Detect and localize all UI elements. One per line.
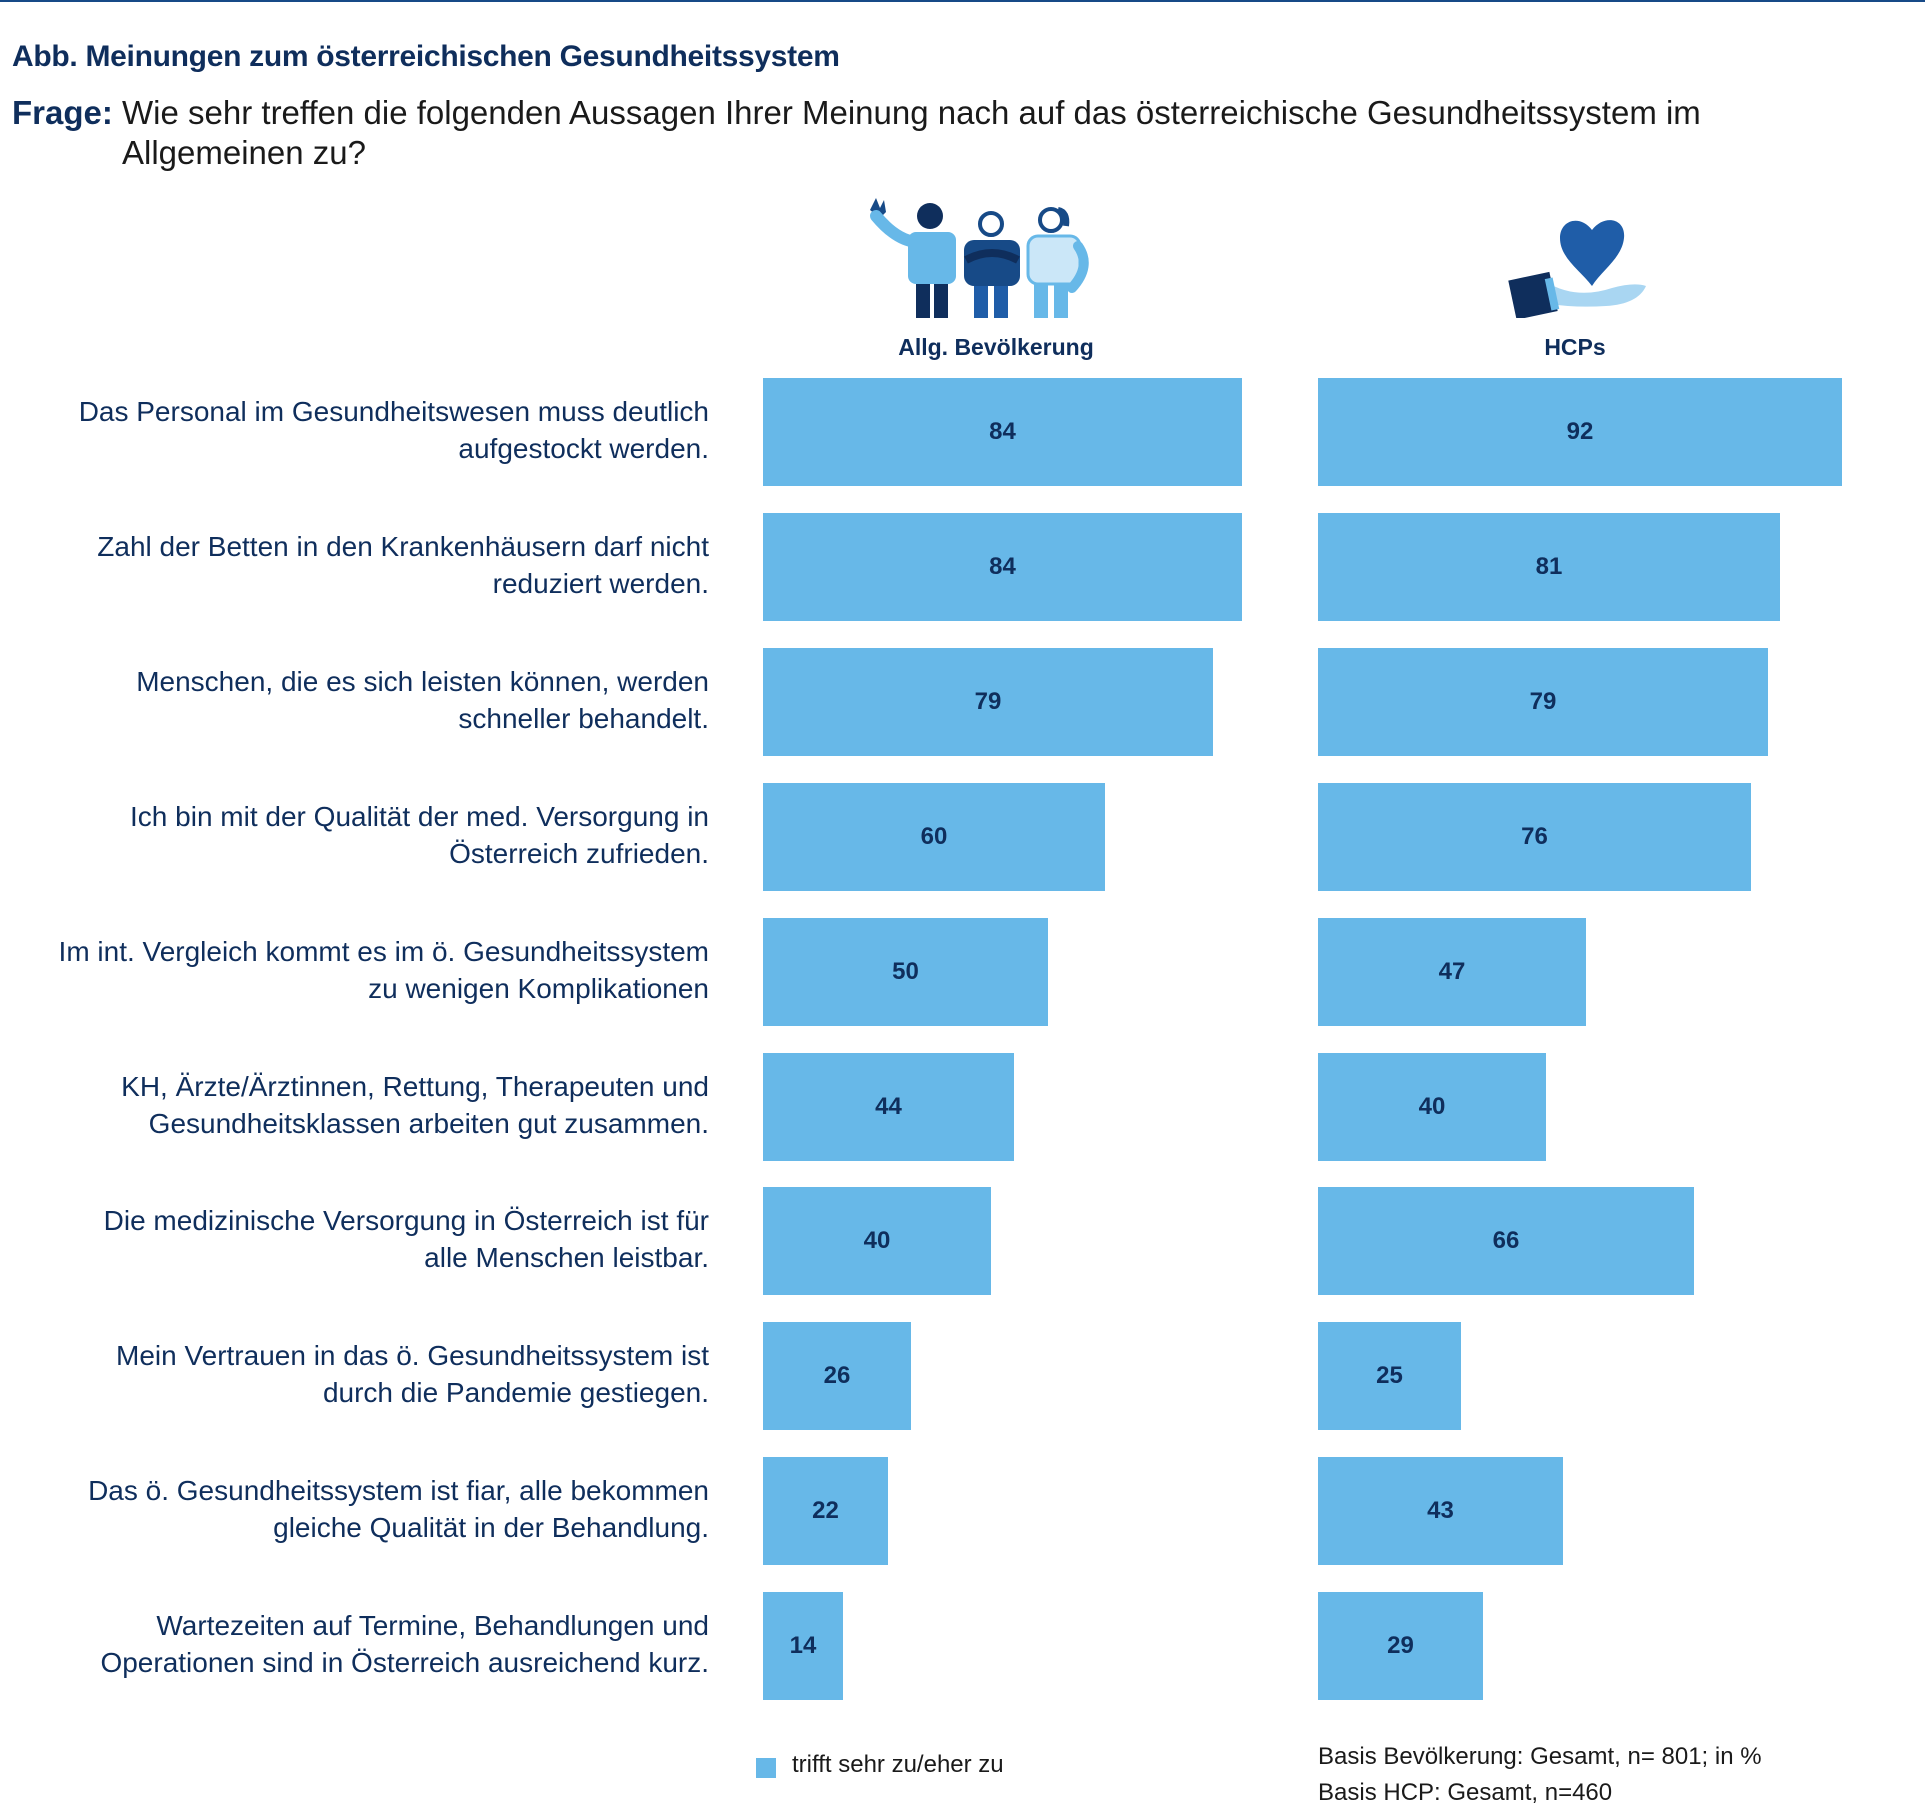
question-line-1: Wie sehr treffen die folgenden Aussagen … xyxy=(122,94,1701,131)
basis-bevoelkerung: Basis Bevölkerung: Gesamt, n= 801; in % xyxy=(1318,1743,1762,1770)
bar-value-label: 84 xyxy=(989,553,1016,580)
bar-allg-bev-lkerung xyxy=(763,1592,843,1700)
bar-value-label: 84 xyxy=(989,418,1016,445)
bar-value-label: 60 xyxy=(920,823,948,850)
bar-value-label: 79 xyxy=(974,688,1002,715)
row-label: Zahl der Betten in den Krankenhäusern da… xyxy=(97,531,709,599)
bar-value-label: 92 xyxy=(1566,418,1594,445)
question-label: Frage: xyxy=(12,94,113,131)
bar-value-label: 81 xyxy=(1535,553,1563,580)
legend-swatch xyxy=(756,1758,776,1778)
row-label: Das ö. Gesundheitssystem ist fiar, alle … xyxy=(88,1475,709,1543)
bar-hcps xyxy=(1318,1187,1694,1295)
row-label: Wartezeiten auf Termine, Behandlungen un… xyxy=(100,1610,709,1678)
bar-value-label: 14 xyxy=(789,1632,817,1659)
row-label: Menschen, die es sich leisten können, we… xyxy=(136,666,709,734)
top-rule xyxy=(0,0,1925,2)
bar-value-label: 25 xyxy=(1376,1362,1403,1389)
row-label: Die medizinische Versorgung in Österreic… xyxy=(103,1205,709,1273)
chart-title: Abb. Meinungen zum österreichischen Gesu… xyxy=(12,40,840,73)
bar-hcps xyxy=(1318,513,1780,621)
bar-value-label: 66 xyxy=(1492,1227,1520,1254)
bar-allg-bev-lkerung xyxy=(763,783,1105,891)
bar-allg-bev-lkerung xyxy=(763,1187,991,1295)
row-label: Im int. Vergleich kommt es im ö. Gesundh… xyxy=(58,936,709,1004)
bar-hcps xyxy=(1318,783,1751,891)
hand-heart-icon xyxy=(1508,220,1646,318)
bar-hcps xyxy=(1318,1457,1563,1565)
legend-label: trifft sehr zu/eher zu xyxy=(792,1751,1004,1778)
bar-allg-bev-lkerung xyxy=(763,1457,888,1565)
bar-value-label: 50 xyxy=(892,958,919,985)
bar-value-label: 26 xyxy=(823,1362,851,1389)
bar-allg-bev-lkerung xyxy=(763,648,1213,756)
column-header-bevoelkerung: Allg. Bevölkerung xyxy=(898,334,1094,360)
people-group-icon xyxy=(870,198,1089,318)
bar-hcps xyxy=(1318,1592,1483,1700)
basis-hcp: Basis HCP: Gesamt, n=460 xyxy=(1318,1779,1613,1806)
bar-allg-bev-lkerung xyxy=(763,918,1048,1026)
bar-value-label: 47 xyxy=(1438,958,1466,985)
row-label: Mein Vertrauen in das ö. Gesundheitssyst… xyxy=(116,1340,709,1408)
bar-allg-bev-lkerung xyxy=(763,378,1242,486)
row-label: Das Personal im Gesundheitswesen muss de… xyxy=(78,396,709,464)
bar-hcps xyxy=(1318,378,1842,486)
bar-hcps xyxy=(1318,1053,1546,1161)
bar-value-label: 40 xyxy=(1418,1093,1446,1120)
bar-allg-bev-lkerung xyxy=(763,513,1242,621)
bar-value-label: 76 xyxy=(1521,823,1548,850)
bar-hcps xyxy=(1318,648,1768,756)
bar-hcps xyxy=(1318,1322,1461,1430)
bar-value-label: 22 xyxy=(812,1497,839,1524)
bar-value-label: 44 xyxy=(875,1093,902,1120)
question-line-2: Allgemeinen zu? xyxy=(122,134,366,171)
row-label: Ich bin mit der Qualität der med. Versor… xyxy=(130,801,709,869)
row-label: KH, Ärzte/Ärztinnen, Rettung, Therapeute… xyxy=(121,1071,709,1139)
bar-hcps xyxy=(1318,918,1586,1026)
column-header-hcps: HCPs xyxy=(1544,334,1606,360)
question-text: Frage: Wie sehr treffen die folgenden Au… xyxy=(12,93,1701,171)
bar-value-label: 40 xyxy=(863,1227,891,1254)
bar-allg-bev-lkerung xyxy=(763,1053,1014,1161)
bar-allg-bev-lkerung xyxy=(763,1322,911,1430)
bar-value-label: 79 xyxy=(1529,688,1557,715)
bar-value-label: 29 xyxy=(1387,1632,1414,1659)
bar-value-label: 43 xyxy=(1427,1497,1454,1524)
